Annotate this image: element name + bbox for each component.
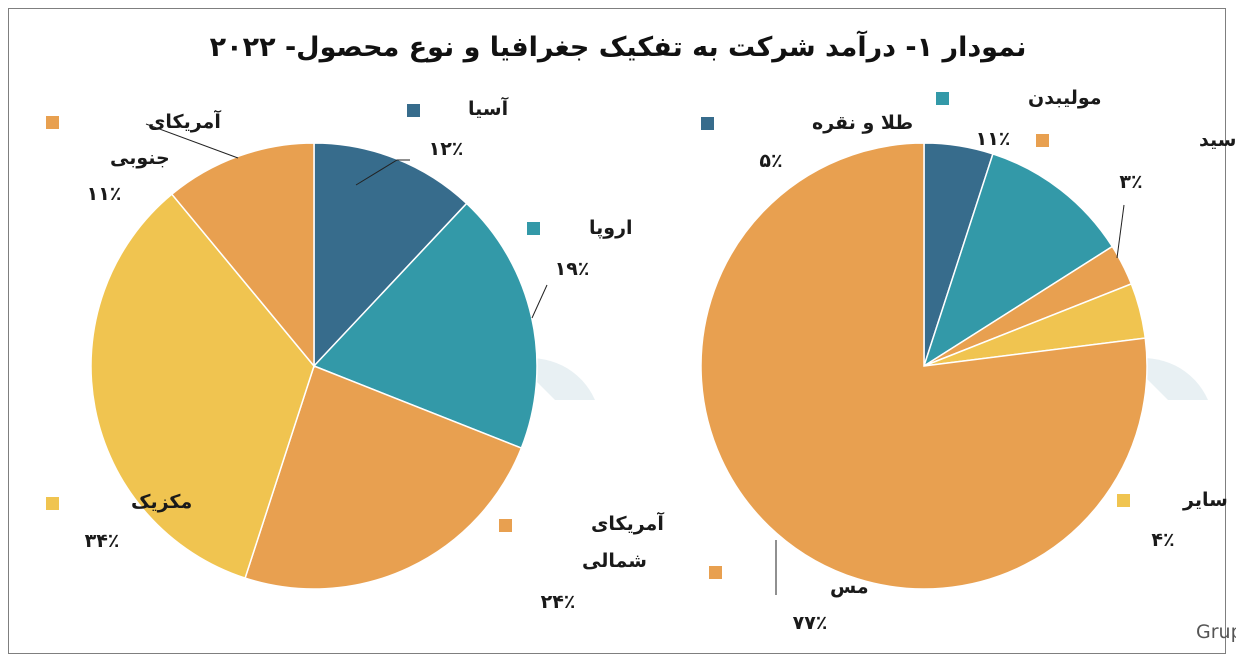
slice-label: مکزیک xyxy=(131,491,192,513)
slice-value-label: ۷۷٪ xyxy=(793,612,828,634)
leader-line xyxy=(1116,204,1125,259)
slice-label-group: مولیبدن ۱۱٪ xyxy=(936,87,1102,150)
slice-value-label: ۱۱٪ xyxy=(87,183,122,205)
pie-chart-2 xyxy=(700,142,1148,590)
slice-label: سولفوریک اسید xyxy=(1199,129,1236,151)
slice-label: طلا و نقره xyxy=(812,112,913,134)
slice-label: شمالی xyxy=(582,550,647,572)
pie-slice xyxy=(922,152,1114,368)
legend-swatch xyxy=(936,92,949,105)
slice-label-group: سولفوریک اسید ۳٪ xyxy=(1036,129,1236,259)
leader-line xyxy=(531,284,548,319)
pie-slice xyxy=(244,365,523,590)
chart-title: نمودار ۱- درآمد شرکت به تفکیک جغرافیا و … xyxy=(210,30,1027,63)
slice-label: جنوبی xyxy=(110,147,170,169)
slice-value-label: ۳۴٪ xyxy=(85,530,120,552)
leader-line xyxy=(145,123,239,159)
leader-line xyxy=(355,159,410,186)
pie-slice xyxy=(90,193,315,580)
pie-slice xyxy=(170,142,315,369)
slice-value-label: ۵٪ xyxy=(759,150,782,172)
legend-swatch xyxy=(407,104,420,117)
slice-value-label: ۴٪ xyxy=(1151,529,1174,551)
slice-label-group: مکزیک ۳۴٪ xyxy=(46,491,192,552)
legend-swatch xyxy=(701,117,714,130)
pie-chart-1 xyxy=(90,142,538,590)
pie-slice xyxy=(312,202,538,450)
slice-value-label: ۳٪ xyxy=(1119,171,1142,193)
slice-label-group: طلا و نقره ۵٪ xyxy=(701,112,913,172)
pie-slice xyxy=(313,142,468,368)
slice-label-group: آمریکای جنوبی ۱۱٪ xyxy=(46,109,239,205)
legend-swatch xyxy=(1036,134,1049,147)
legend-swatch xyxy=(709,566,722,579)
slice-label: سایر xyxy=(1182,489,1228,511)
legend-swatch xyxy=(46,497,59,510)
slice-label: آمریکای xyxy=(591,511,664,535)
legend-swatch xyxy=(46,116,59,129)
slice-value-label: ۲۴٪ xyxy=(541,591,576,613)
legend-swatch xyxy=(499,519,512,532)
slice-label: مس xyxy=(830,576,869,598)
slice-label-group: آمریکای شمالی ۲۴٪ xyxy=(499,511,664,613)
slice-label: مولیبدن xyxy=(1028,87,1102,109)
legend-swatch xyxy=(527,222,540,235)
slice-value-label: ۱۲٪ xyxy=(429,138,464,160)
source-note: منبع: Grupo Mexico xyxy=(1196,621,1236,643)
slice-value-label: ۱۱٪ xyxy=(976,128,1011,150)
slice-label: اروپا xyxy=(589,217,633,239)
slice-label-group: اروپا ۱۹٪ xyxy=(527,217,633,319)
slice-label: آمریکای xyxy=(148,109,221,133)
legend-swatch xyxy=(1117,494,1130,507)
slice-label-group: سایر ۴٪ xyxy=(1117,489,1228,551)
pie-slice xyxy=(700,142,1148,590)
slice-label: آسیا xyxy=(468,96,509,120)
slice-value-label: ۱۹٪ xyxy=(555,258,590,280)
